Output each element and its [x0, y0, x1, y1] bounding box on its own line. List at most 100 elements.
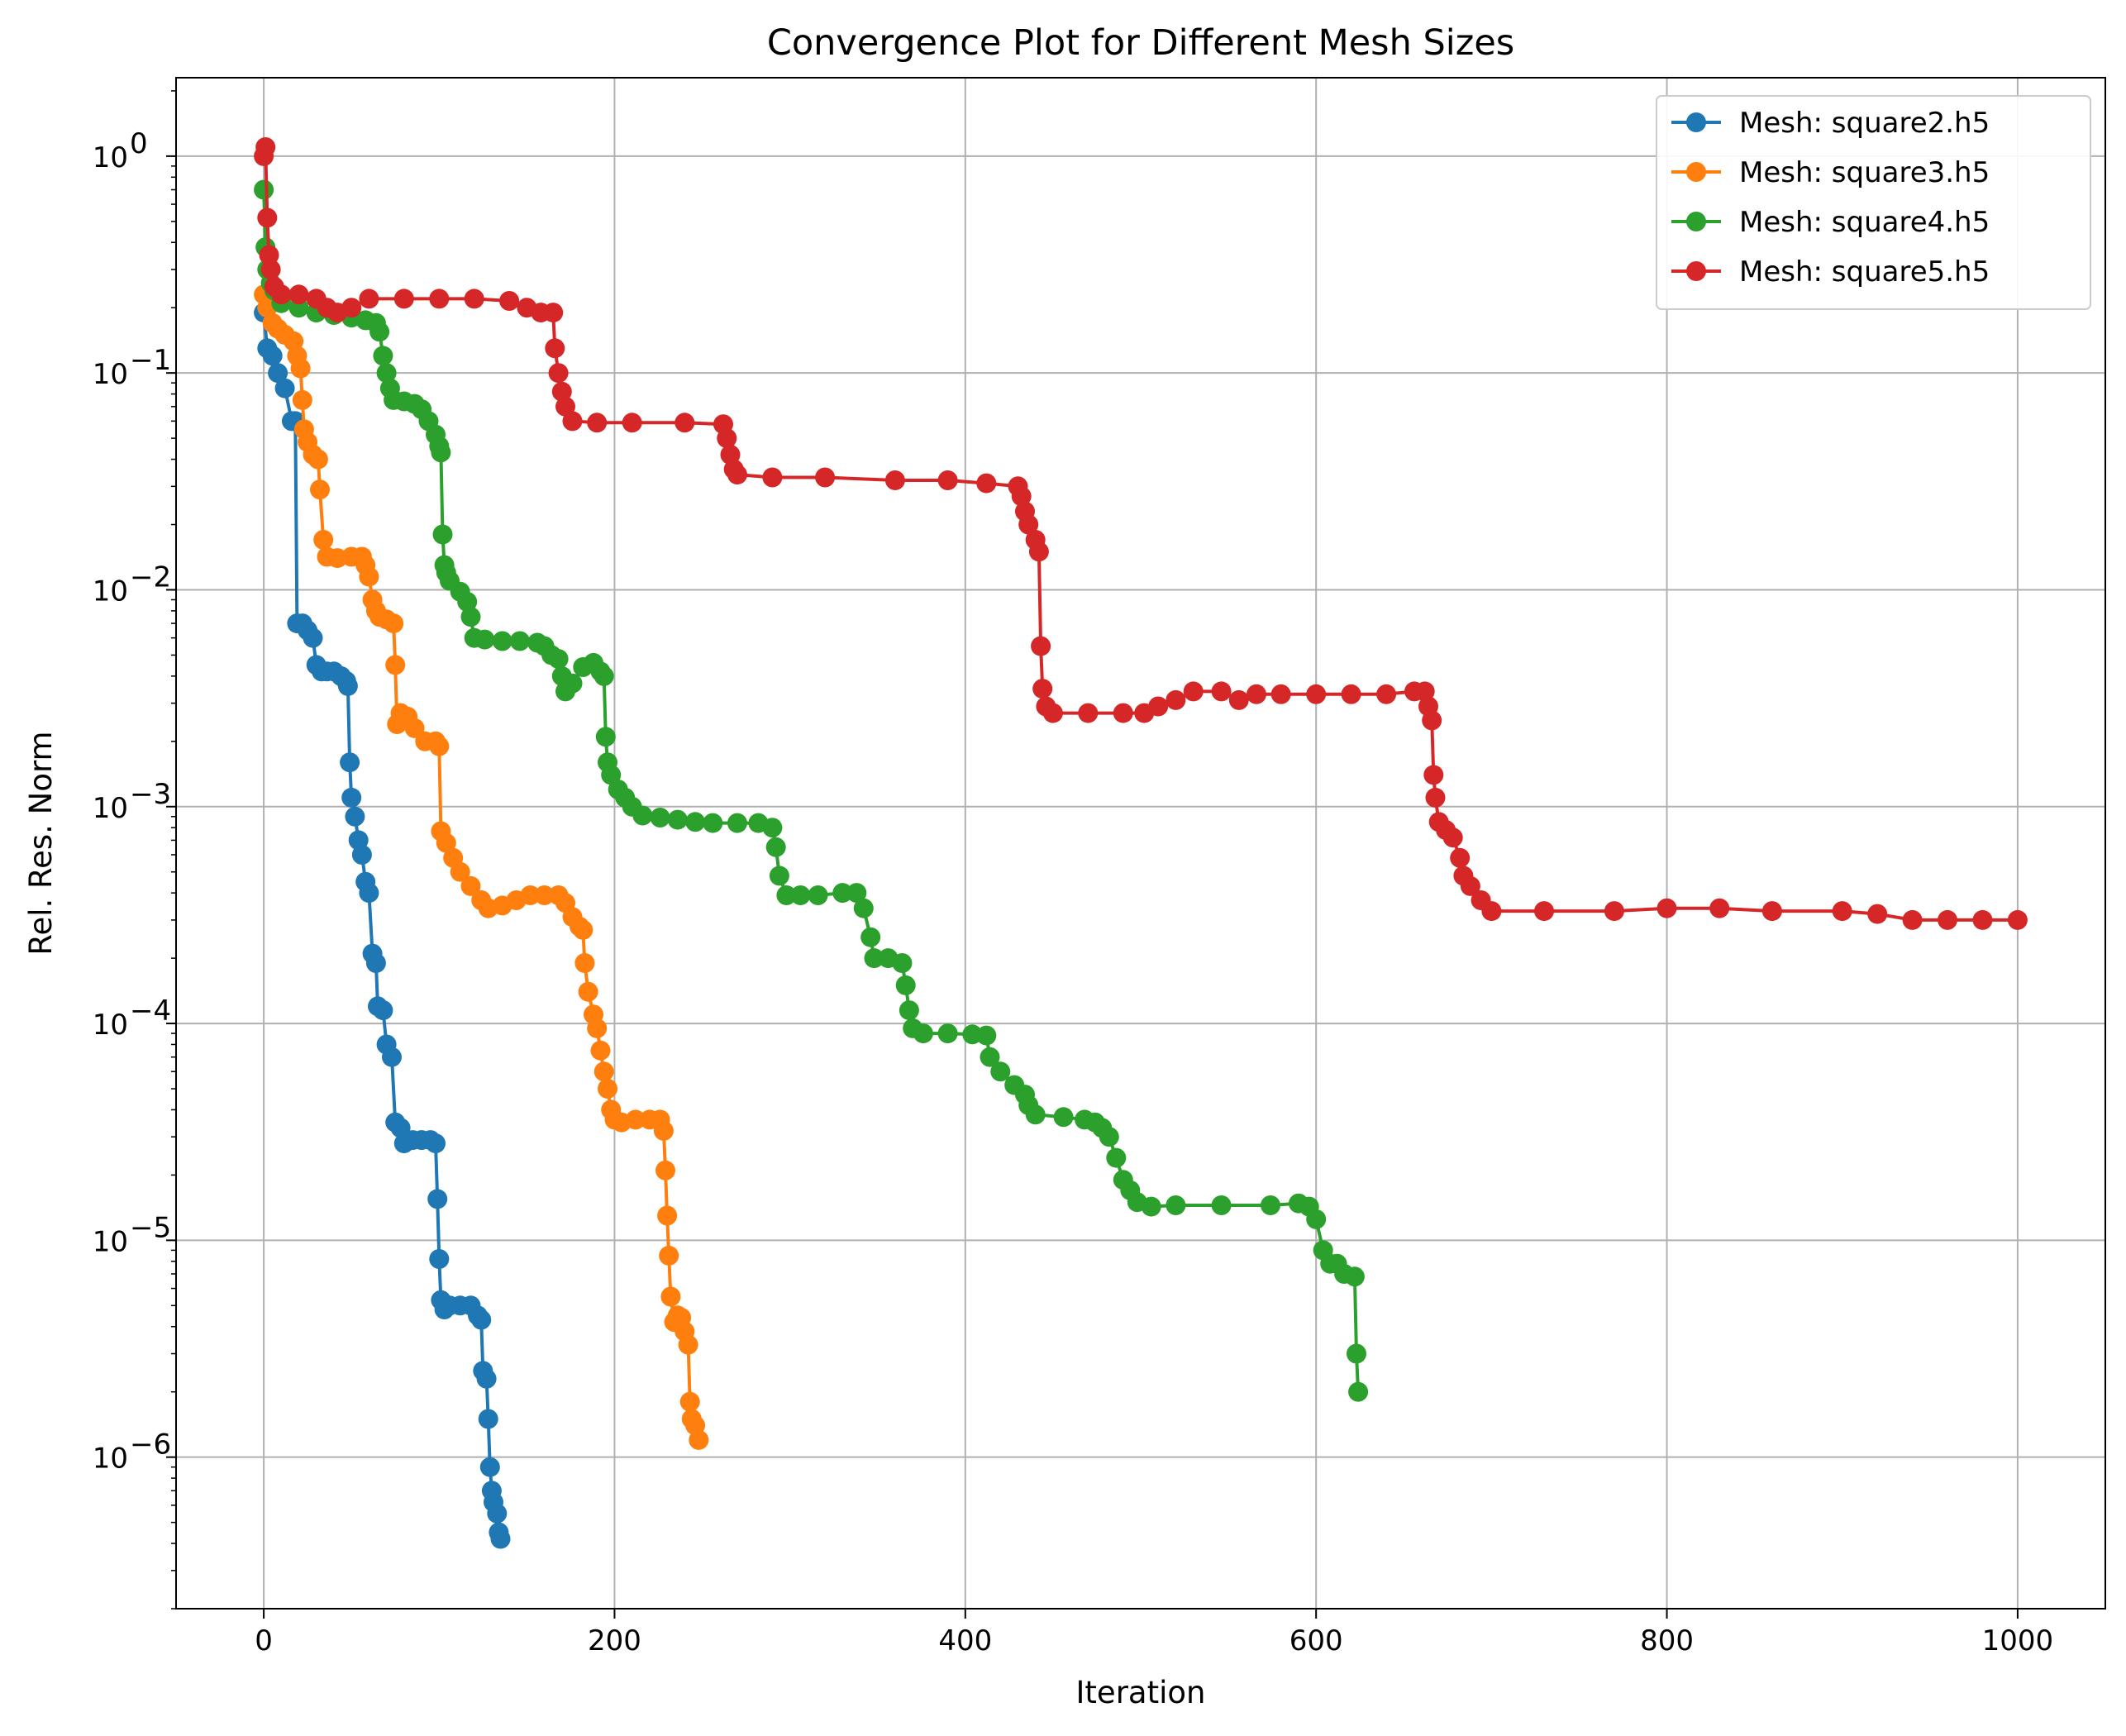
data-point — [429, 1249, 450, 1269]
y-axis-label: Rel. Res. Norm — [23, 731, 59, 955]
data-point — [2007, 909, 2028, 930]
data-point — [1106, 1147, 1127, 1168]
data-point — [727, 465, 747, 485]
data-point — [359, 289, 379, 309]
legend-label: Mesh: square3.h5 — [1739, 156, 1990, 189]
data-point — [520, 885, 541, 905]
data-point — [255, 137, 276, 157]
y-tick-base: 10 — [93, 1443, 128, 1476]
data-point — [1376, 684, 1397, 704]
x-tick-label: 600 — [1289, 1624, 1343, 1657]
data-point — [1422, 710, 1442, 731]
data-point — [337, 675, 358, 696]
data-point — [703, 813, 723, 833]
data-point — [679, 1391, 700, 1412]
data-point — [937, 470, 958, 490]
data-point — [653, 1120, 674, 1141]
series-4 — [254, 137, 2028, 930]
data-point — [562, 673, 583, 694]
data-point — [578, 981, 598, 1002]
data-point — [460, 875, 481, 896]
data-point — [490, 1529, 511, 1549]
data-point — [593, 665, 614, 686]
data-point — [1247, 684, 1266, 704]
data-point — [457, 592, 478, 612]
legend-item: Mesh: square4.h5 — [1671, 206, 1990, 239]
data-point — [436, 832, 456, 853]
legend-label: Mesh: square2.h5 — [1739, 107, 1990, 140]
data-point — [574, 953, 595, 973]
legend-box — [1656, 95, 2091, 310]
data-point — [545, 338, 565, 359]
data-point — [1018, 514, 1039, 535]
y-tick-label: 10 −6 — [93, 1428, 171, 1476]
data-point — [1534, 901, 1554, 922]
legend-label: Mesh: square5.h5 — [1739, 255, 1990, 289]
data-point — [587, 413, 608, 433]
data-point — [341, 298, 362, 318]
y-tick-exponent: −1 — [130, 344, 171, 377]
data-point — [832, 883, 853, 904]
y-tick-label: 10 0 — [93, 127, 148, 174]
data-point — [307, 449, 328, 470]
data-point — [815, 467, 836, 488]
data-point — [765, 837, 786, 857]
data-point — [660, 1286, 681, 1307]
data-point — [1460, 875, 1480, 896]
data-point — [340, 752, 360, 773]
legend-marker — [1686, 261, 1706, 281]
data-point — [548, 649, 569, 670]
data-point — [657, 1205, 678, 1226]
y-tick-base: 10 — [93, 792, 128, 825]
y-tick-label: 10 −4 — [93, 994, 171, 1042]
data-point — [1099, 1127, 1119, 1147]
data-point — [1341, 684, 1361, 704]
series-2 — [254, 284, 709, 1450]
x-axis: 0 200 400 600 800 1000 — [255, 1609, 2053, 1657]
data-point — [1761, 901, 1782, 922]
data-point — [1053, 1107, 1074, 1128]
data-point — [790, 885, 811, 905]
y-tick-label: 10 −1 — [93, 344, 171, 391]
data-point — [1025, 1104, 1046, 1125]
x-axis-label: Iteration — [1076, 1675, 1206, 1710]
data-point — [460, 607, 481, 627]
x-tick-label: 800 — [1640, 1624, 1694, 1657]
data-point — [373, 346, 393, 366]
data-point — [1347, 1343, 1366, 1364]
y-tick-exponent: −4 — [130, 994, 171, 1028]
data-point — [678, 1334, 698, 1355]
data-point — [1261, 1195, 1280, 1215]
data-point — [385, 655, 406, 675]
data-point — [548, 363, 569, 384]
data-point — [860, 927, 881, 947]
data-point — [1867, 904, 1888, 924]
data-point — [976, 1025, 997, 1046]
x-tick-label: 400 — [938, 1624, 992, 1657]
data-point — [685, 812, 706, 832]
legend-marker — [1686, 212, 1706, 231]
data-point — [689, 1429, 709, 1450]
data-point — [254, 179, 274, 200]
data-point — [369, 322, 390, 342]
data-point — [432, 524, 453, 545]
data-point — [499, 291, 520, 311]
data-point — [808, 885, 828, 905]
data-point — [1425, 787, 1446, 808]
data-point — [429, 736, 450, 756]
grid — [176, 78, 2105, 1609]
data-point — [373, 1000, 393, 1021]
data-point — [551, 381, 572, 402]
data-point — [259, 245, 279, 265]
x-tick-label: 0 — [255, 1624, 273, 1657]
data-point — [1423, 765, 1444, 785]
data-point — [1656, 898, 1677, 918]
data-point — [655, 1160, 675, 1180]
data-point — [632, 805, 653, 826]
data-point — [268, 363, 288, 384]
y-tick-base: 10 — [93, 575, 128, 608]
data-point — [990, 1061, 1011, 1082]
data-point — [598, 1079, 617, 1099]
data-point — [1414, 681, 1435, 702]
